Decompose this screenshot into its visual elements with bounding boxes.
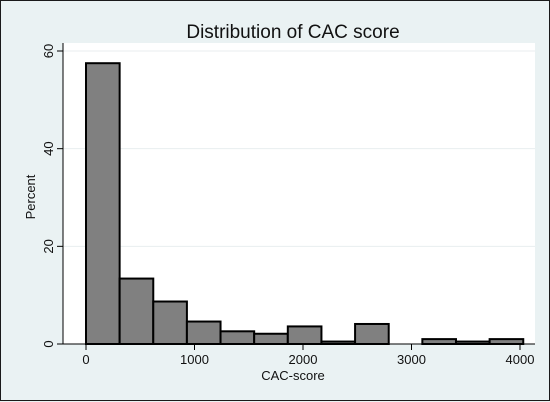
- x-tick-label-1000: 1000: [180, 352, 209, 367]
- histogram-bar-6: [286, 325, 323, 346]
- x-tick-label-4000: 4000: [506, 352, 535, 367]
- grid-lines: [63, 50, 535, 247]
- histogram-bar-0: [85, 62, 121, 345]
- histogram-bar-1: [118, 277, 155, 345]
- y-tick-label-0: 0: [41, 340, 56, 347]
- y-tick-label-20: 20: [41, 239, 56, 253]
- y-tick-label-60: 60: [41, 44, 56, 58]
- y-tick-label-40: 40: [41, 141, 56, 155]
- histogram-bar-4: [219, 330, 256, 346]
- histogram-bar-10: [421, 338, 457, 346]
- histogram-bar-12: [488, 338, 525, 346]
- axes: [62, 43, 535, 345]
- histogram-bar-2: [152, 300, 188, 346]
- y-axis-label: Percent: [23, 174, 38, 219]
- x-tick-label-0: 0: [82, 352, 89, 367]
- x-tick-label-3000: 3000: [397, 352, 426, 367]
- x-tick-label-2000: 2000: [289, 352, 318, 367]
- histogram-bar-5: [253, 332, 289, 345]
- ticks: 0 1000 2000 3000 4000 0 20 40 60: [41, 44, 534, 367]
- histogram-bar-8: [354, 322, 390, 345]
- histogram-bar-3: [185, 320, 222, 345]
- x-axis-label: CAC-score: [261, 368, 325, 383]
- chart-title: Distribution of CAC score: [186, 22, 399, 43]
